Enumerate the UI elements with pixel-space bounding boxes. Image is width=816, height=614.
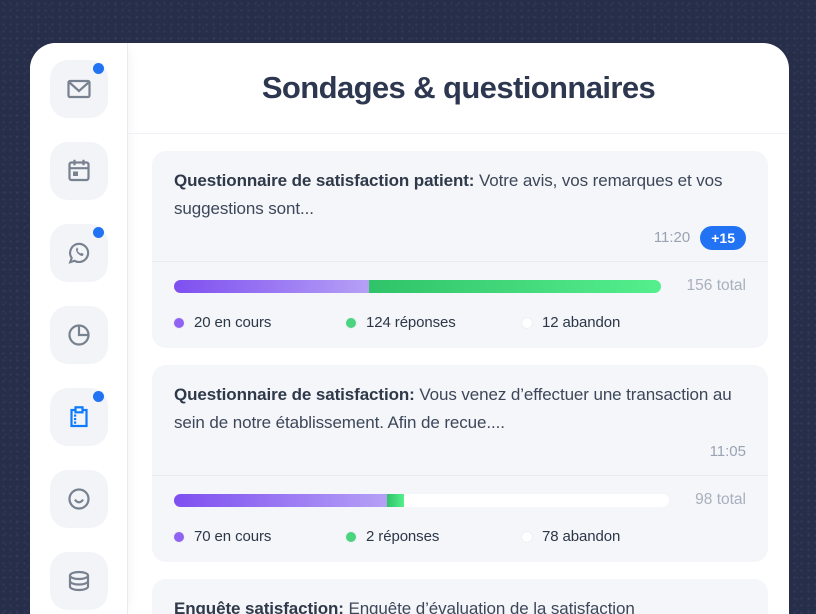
survey-card-top: Questionnaire de satisfaction: Vous vene… [152,365,768,475]
survey-title-bold: Questionnaire de satisfaction: [174,385,415,404]
clipboard-icon [69,406,88,428]
survey-title-rest: Votre avis, vos remarques et vos suggest… [174,171,723,218]
legend-item: 20 en cours [174,314,346,331]
survey-title-bold: Questionnaire de satisfaction patient: [174,171,475,190]
progress-segment-in-progress [174,279,369,293]
main-panel: Sondages & questionnaires Questionnaire … [128,43,789,614]
legend-dot-green [346,531,356,542]
survey-total-label: 98 total [695,491,746,508]
page-title: Sondages & questionnaires [261,70,656,105]
legend-label: 12 abandon [542,314,621,331]
sidebar-item-pie-chart[interactable] [49,306,108,364]
survey-meta: 11:20 +15 [174,224,746,251]
progress-legend: 70 en cours 2 réponses 78 abandon [174,528,746,545]
smiley-icon [67,488,90,510]
legend-label: 70 en cours [194,528,272,545]
progress-legend: 20 en cours 124 réponses 12 abandon [174,314,746,331]
survey-title: Questionnaire de satisfaction patient: V… [174,167,746,223]
survey-progress-bar [174,279,661,293]
notification-dot [92,63,104,74]
survey-total-label: 156 total [686,277,746,294]
notification-dot [92,227,104,238]
pie-chart-icon [67,324,90,346]
progress-segment-responses [386,493,405,507]
survey-stats: 156 total 20 en cours 124 réponses 12 aban… [152,261,768,348]
survey-list: Questionnaire de satisfaction patient: V… [128,134,789,614]
survey-progress-bar [174,493,670,507]
progress-segment-responses [368,279,661,293]
survey-title-rest: Enquête d’évaluation de la satisfaction [343,599,635,614]
legend-item: 70 en cours [174,528,346,545]
sidebar-item-clipboard[interactable] [49,388,108,446]
notification-dot [92,391,104,402]
survey-title: Questionnaire de satisfaction: Vous vene… [174,381,746,437]
survey-title: Enquête satisfaction: Enquête d’évaluati… [174,595,746,614]
app-window: Sondages & questionnaires Questionnaire … [30,43,789,614]
legend-dot-white [522,531,532,542]
progress-row: 98 total [174,491,746,509]
page-header: Sondages & questionnaires [128,43,789,134]
survey-card[interactable]: Enquête satisfaction: Enquête d’évaluati… [152,579,768,614]
sidebar-item-mail[interactable] [49,60,108,118]
progress-row: 156 total [174,277,746,295]
legend-label: 78 abandon [542,528,621,545]
survey-card-top: Questionnaire de satisfaction patient: V… [152,151,768,261]
legend-item: 78 abandon [522,528,746,545]
survey-title-rest: Vous venez d’effectuer une transaction a… [174,385,732,432]
survey-time: 11:20 [653,229,691,246]
legend-label: 2 réponses [366,528,440,545]
legend-dot-white [522,317,532,328]
sidebar [30,43,128,614]
legend-dot-green [346,317,356,328]
survey-card[interactable]: Questionnaire de satisfaction: Vous vene… [152,365,768,562]
legend-item: 124 réponses [346,314,522,331]
legend-dot-purple [174,317,184,328]
survey-card-top: Enquête satisfaction: Enquête d’évaluati… [152,579,768,614]
sidebar-item-smiley[interactable] [49,470,108,528]
legend-label: 124 réponses [366,314,456,331]
mail-icon [66,79,91,99]
legend-dot-purple [174,531,184,542]
legend-item: 2 réponses [346,528,522,545]
calendar-icon [67,159,90,182]
legend-label: 20 en cours [194,314,272,331]
progress-segment-abandon [404,493,670,507]
sidebar-item-calendar[interactable] [49,142,108,200]
survey-stats: 98 total 70 en cours 2 réponses 78 abandon [152,475,768,562]
database-icon [68,570,89,592]
survey-card[interactable]: Questionnaire de satisfaction patient: V… [152,151,768,348]
sidebar-item-database[interactable] [49,552,108,610]
unread-count-badge: +15 [700,225,746,250]
progress-segment-in-progress [174,493,387,507]
legend-item: 12 abandon [522,314,746,331]
whatsapp-icon [67,242,89,264]
survey-title-bold: Enquête satisfaction: [174,599,344,614]
survey-meta: 11:05 [174,438,746,465]
survey-time: 11:05 [709,443,746,460]
sidebar-item-whatsapp[interactable] [49,224,108,282]
